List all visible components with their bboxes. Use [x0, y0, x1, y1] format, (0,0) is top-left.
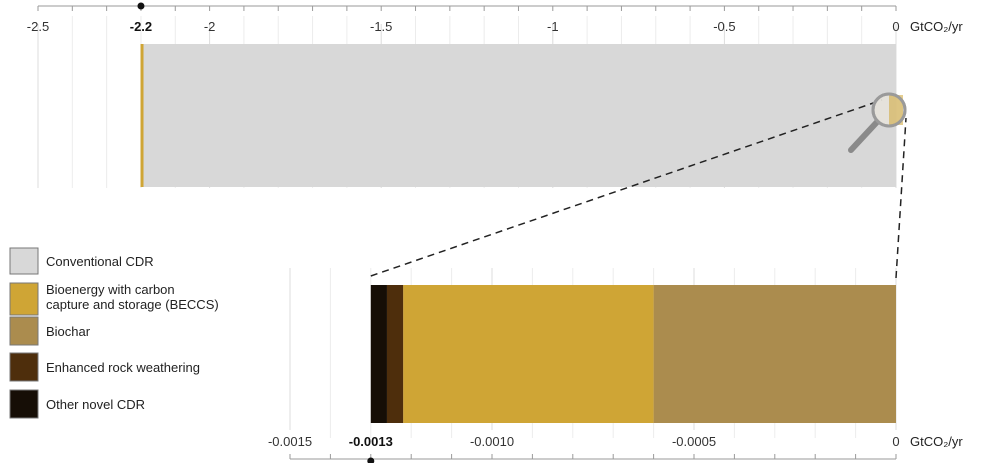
legend-label: Biochar [46, 324, 91, 339]
magnifier-rim [871, 92, 907, 128]
zoom-connector-left [370, 99, 883, 277]
bottom-bar-enhanced-rock-weathering [386, 285, 404, 423]
top-highlight-dot [137, 2, 145, 10]
bottom-bar-bioenergy-with-carbon-capture-and-storage-beccs- [403, 285, 654, 423]
legend-swatch [9, 247, 39, 275]
legend-label: Conventional CDR [46, 254, 154, 269]
legend-swatch [9, 282, 39, 316]
legend-swatch [9, 352, 39, 382]
legend-swatch [9, 316, 39, 346]
bottom-highlight-dot [367, 457, 375, 463]
top-tick-label: -2.5 [27, 19, 49, 34]
bottom-tick-label: -0.0015 [268, 434, 312, 449]
top-unit-label: GtCO₂/yr [910, 19, 963, 34]
legend-label: capture and storage (BECCS) [46, 297, 219, 312]
bottom-highlight-tick-label: -0.0013 [349, 434, 393, 449]
top-tick-label: -1 [547, 19, 559, 34]
bottom-tick-label: -0.0005 [672, 434, 716, 449]
top-tick-label: -0.5 [713, 19, 735, 34]
top-tick-label: -2 [204, 19, 216, 34]
legend-swatch [9, 389, 39, 419]
legend-label: Bioenergy with carbon [46, 282, 175, 297]
zoom-connector-right [895, 117, 907, 279]
top-highlight-tick-label: -2.2 [130, 19, 152, 34]
magnifier-lens-tint [889, 95, 903, 125]
top-tick-label: 0 [892, 19, 899, 34]
bottom-tick-label: 0 [892, 434, 899, 449]
legend-label: Other novel CDR [46, 397, 145, 412]
top-bar-novel-cdr [140, 44, 144, 187]
magnifier-icon [848, 92, 907, 153]
top-bar-conventional-cdr [140, 44, 896, 187]
bottom-bar-other-novel-cdr [370, 285, 387, 423]
bottom-unit-label: GtCO₂/yr [910, 434, 963, 449]
legend-label: Enhanced rock weathering [46, 360, 200, 375]
magnifier-handle [848, 119, 880, 153]
top-tick-label: -1.5 [370, 19, 392, 34]
bottom-bar-biochar [653, 285, 896, 423]
bottom-tick-label: -0.0010 [470, 434, 514, 449]
